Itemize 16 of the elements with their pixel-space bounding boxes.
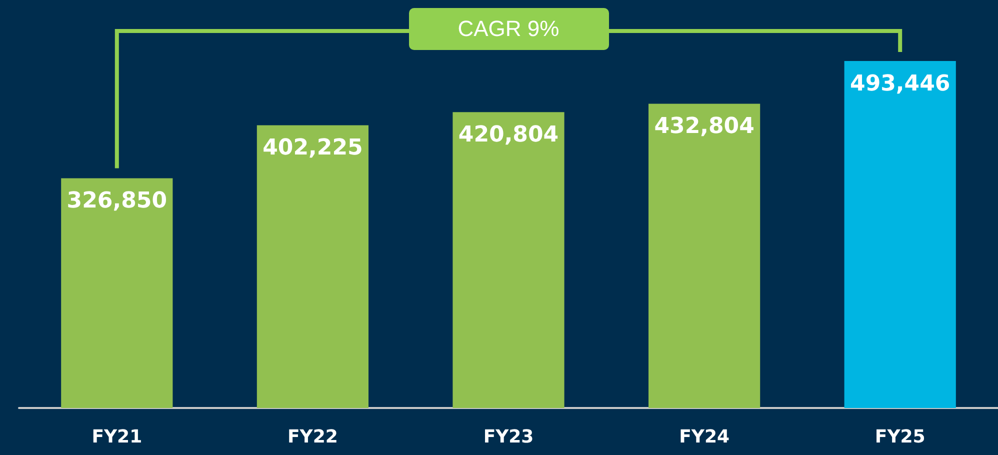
x-tick-label: FY21 [92, 426, 142, 448]
text: CAGR 9% [408, 8, 608, 50]
x-tick-label: FY24 [679, 426, 730, 448]
bar [844, 61, 956, 408]
bar [256, 125, 369, 408]
data-label: 326,850 [66, 188, 167, 214]
data-label: 402,225 [262, 136, 363, 161]
data-label: 493,446 [850, 72, 950, 97]
x-tick-label: FY22 [288, 426, 338, 448]
x-tick-label: FY25 [874, 426, 926, 448]
data-label: 420,804 [458, 122, 559, 148]
x-tick-label: FY23 [483, 426, 534, 448]
bar [61, 178, 173, 408]
bar [648, 104, 760, 408]
bar [452, 112, 564, 408]
data-label: 432,804 [654, 114, 754, 140]
